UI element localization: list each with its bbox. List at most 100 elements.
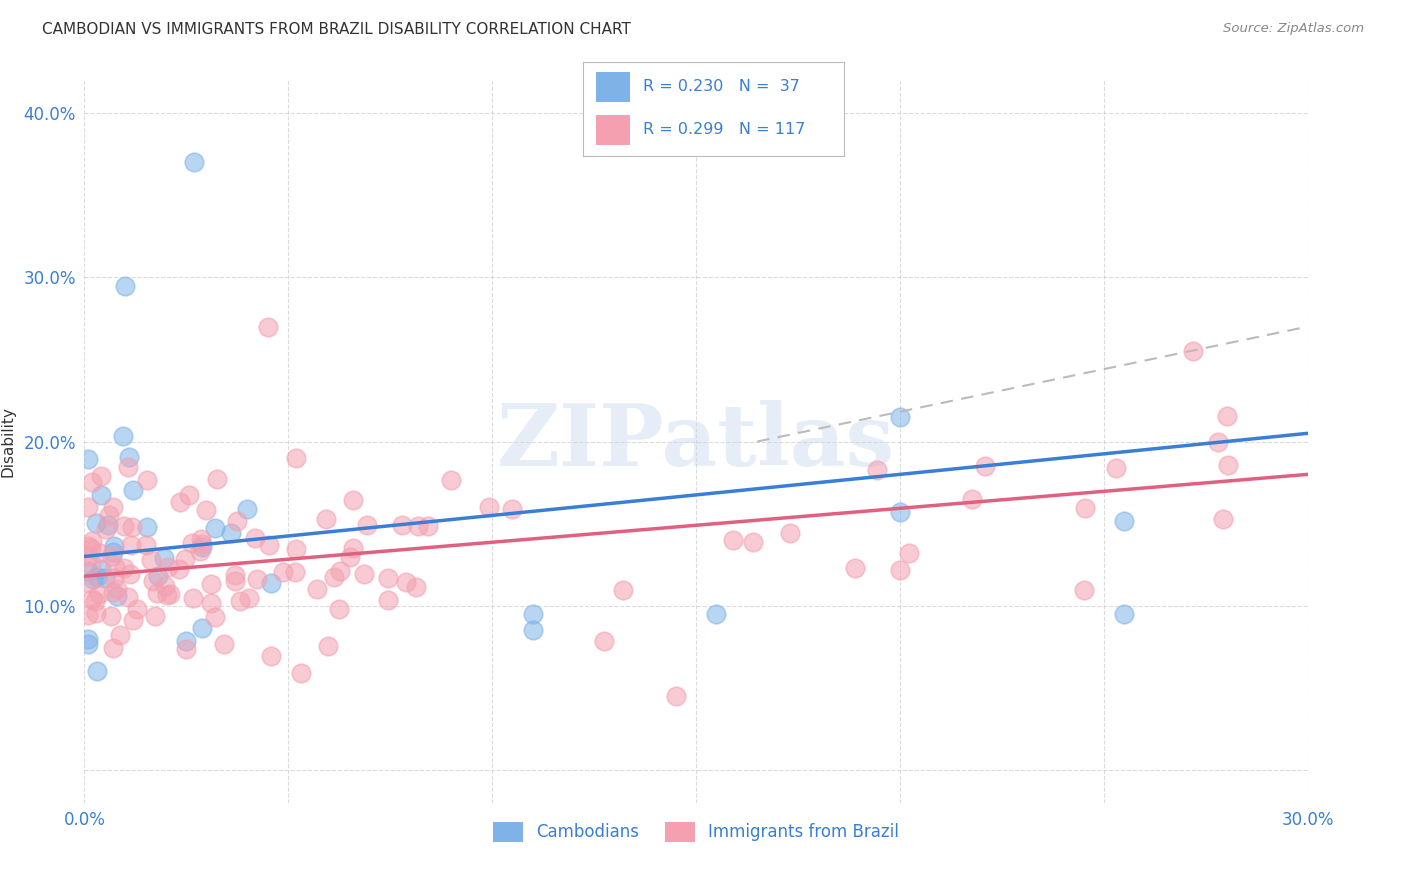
Point <box>1105 461 1128 475</box>
Point <box>395 574 418 589</box>
Point <box>181 591 204 605</box>
Point <box>1073 582 1095 597</box>
Point <box>101 545 124 559</box>
Point <box>77 637 100 651</box>
Point <box>322 570 344 584</box>
Point <box>1114 607 1136 621</box>
Point <box>377 592 399 607</box>
Point <box>117 590 139 604</box>
Point <box>225 514 247 528</box>
Point <box>259 538 281 552</box>
Point <box>100 609 122 624</box>
Point <box>1114 514 1136 528</box>
Point <box>82 475 104 490</box>
Point <box>118 566 141 581</box>
Point <box>107 582 129 596</box>
Point <box>1216 409 1239 424</box>
Point <box>236 502 259 516</box>
Point <box>200 596 222 610</box>
Point <box>157 559 180 574</box>
Point <box>103 571 125 585</box>
Text: Source: ZipAtlas.com: Source: ZipAtlas.com <box>1223 22 1364 36</box>
Point <box>973 458 995 473</box>
Point <box>889 505 911 519</box>
Point <box>779 526 801 541</box>
Point <box>103 641 125 656</box>
Point <box>721 533 744 547</box>
Point <box>592 634 614 648</box>
Point <box>271 565 294 579</box>
Point <box>356 518 378 533</box>
Point <box>174 634 197 648</box>
Point <box>284 541 307 556</box>
Point <box>377 571 399 585</box>
Point <box>136 520 159 534</box>
Point <box>77 576 100 591</box>
Point <box>315 511 337 525</box>
Point <box>79 541 101 555</box>
Point <box>98 508 121 523</box>
Point <box>328 601 350 615</box>
Point <box>122 614 145 628</box>
Legend: Cambodians, Immigrants from Brazil: Cambodians, Immigrants from Brazil <box>486 815 905 848</box>
Point <box>135 538 157 552</box>
Point <box>89 587 111 601</box>
Point <box>260 648 283 663</box>
Point <box>353 566 375 581</box>
Point <box>156 588 179 602</box>
Point <box>329 564 352 578</box>
Point <box>501 502 523 516</box>
Point <box>105 589 128 603</box>
Point <box>866 463 889 477</box>
Point <box>90 487 112 501</box>
Point <box>120 538 142 552</box>
Point <box>139 553 162 567</box>
Point <box>224 574 246 588</box>
Point <box>889 563 911 577</box>
Point <box>191 621 214 635</box>
Point <box>214 637 236 651</box>
Point <box>84 607 107 621</box>
Point <box>224 568 246 582</box>
Point <box>844 561 866 575</box>
Point <box>257 319 280 334</box>
Point <box>243 531 266 545</box>
Point <box>190 541 212 555</box>
Point <box>77 500 100 514</box>
Point <box>960 491 983 506</box>
Point <box>229 594 252 608</box>
Point <box>159 587 181 601</box>
Point <box>77 607 100 622</box>
Bar <box>596 72 630 102</box>
Point <box>112 429 135 443</box>
Point <box>97 518 120 533</box>
Point <box>148 569 170 583</box>
Bar <box>596 115 630 145</box>
Point <box>103 540 125 554</box>
Point <box>612 583 634 598</box>
Point <box>80 533 103 548</box>
Point <box>174 641 197 656</box>
Point <box>207 472 229 486</box>
Point <box>112 561 135 575</box>
Point <box>142 574 165 588</box>
Point <box>167 561 190 575</box>
Point <box>246 572 269 586</box>
Point <box>1218 458 1240 472</box>
Point <box>204 520 226 534</box>
Point <box>406 519 429 533</box>
Point <box>169 495 191 509</box>
Point <box>86 570 108 584</box>
Point <box>117 459 139 474</box>
Point <box>391 517 413 532</box>
Point <box>90 562 112 576</box>
Point <box>1074 500 1097 515</box>
Point <box>1208 435 1230 450</box>
Point <box>93 571 115 585</box>
Point <box>118 450 141 464</box>
Point <box>84 516 107 531</box>
Point <box>86 665 108 679</box>
Point <box>155 579 177 593</box>
Point <box>174 551 197 566</box>
Point <box>898 546 921 560</box>
